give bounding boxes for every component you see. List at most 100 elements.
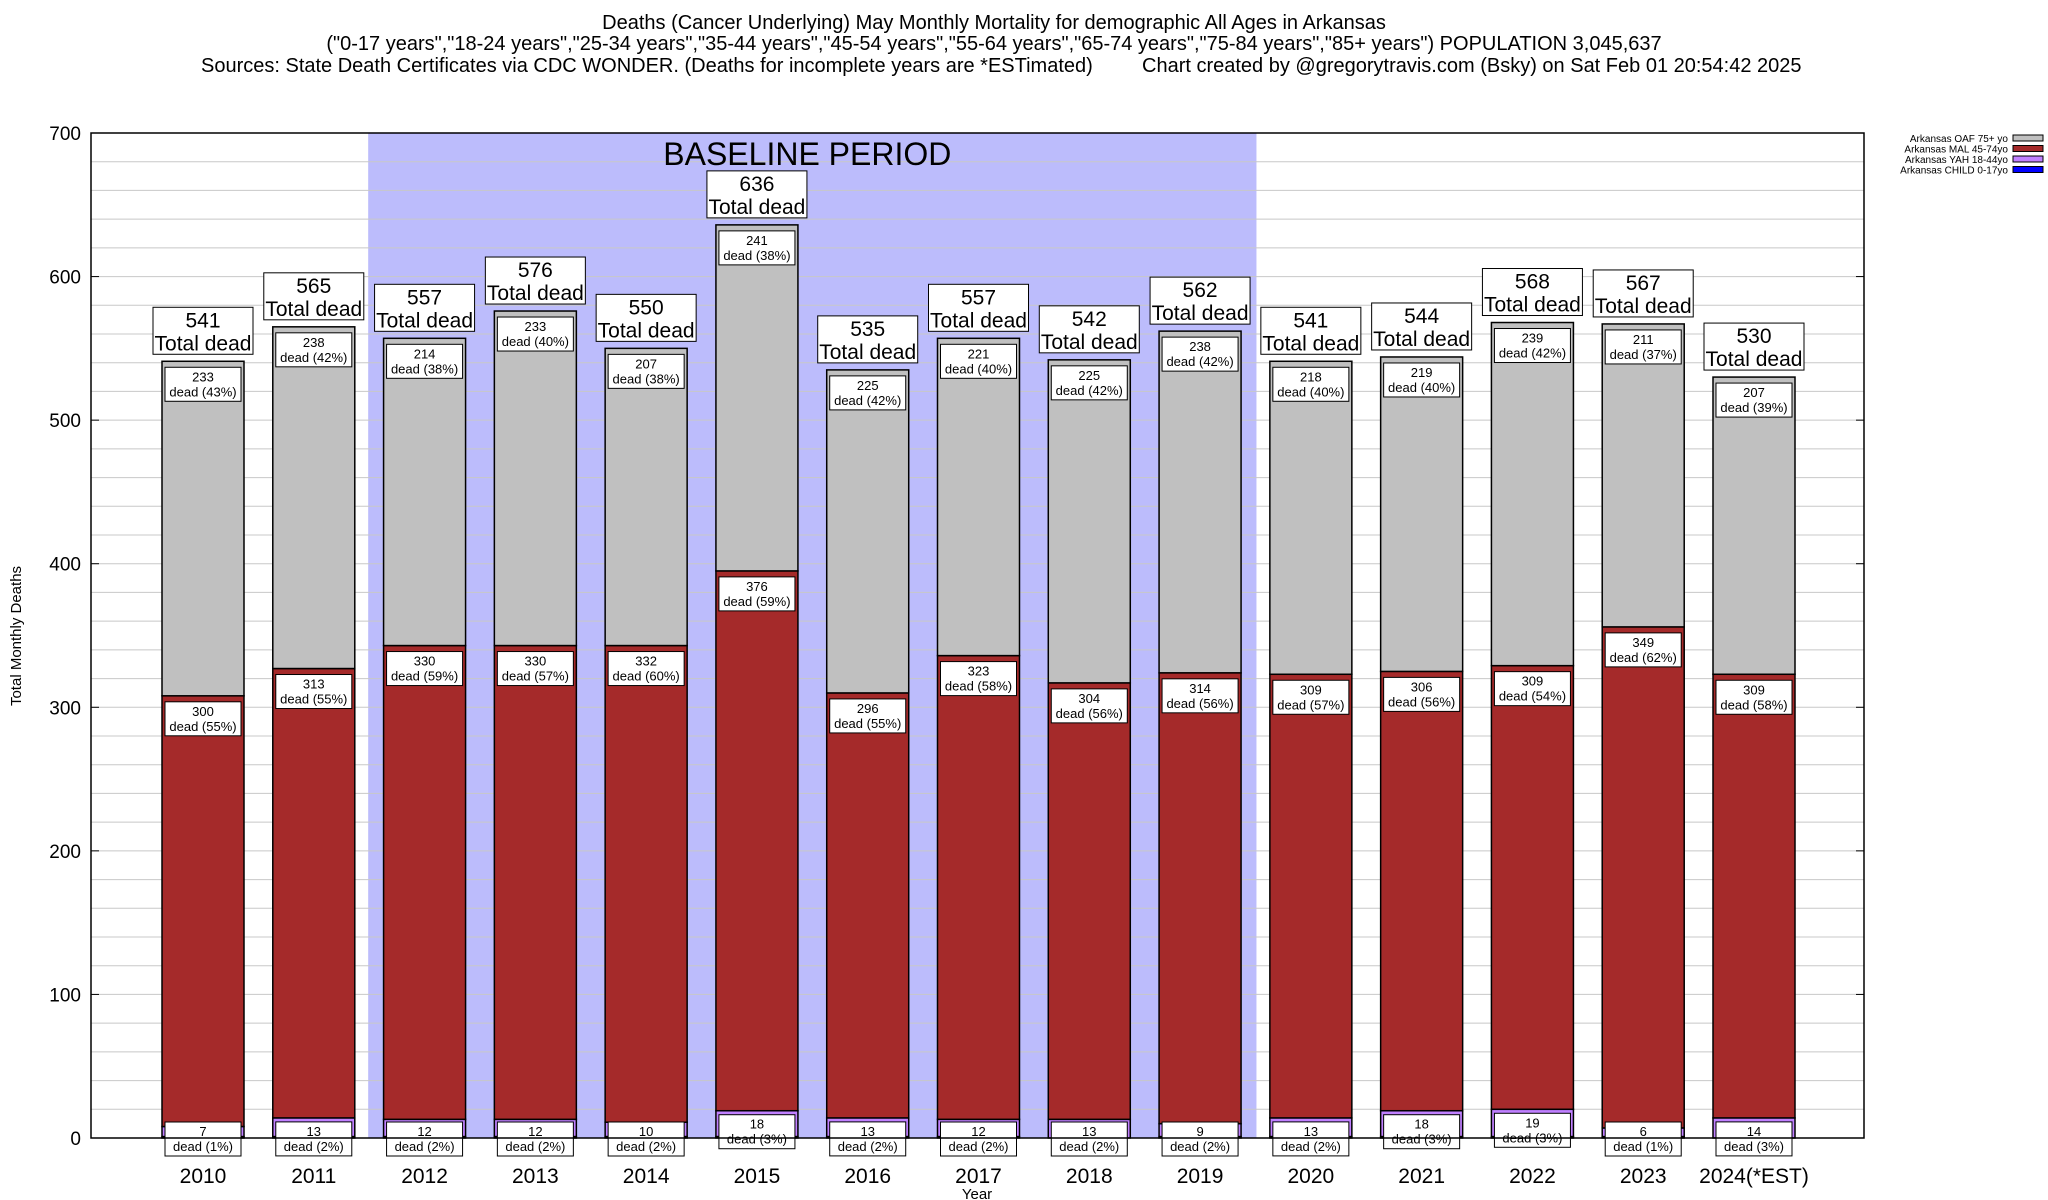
bar-segment-oaf [272,326,356,670]
oaf-label-value: 221 [968,346,990,361]
y-tick-label: 700 [49,124,81,145]
yah-label-value: 9 [1196,1124,1203,1139]
oaf-label-value: 207 [635,356,657,371]
yah-label-value: 13 [1304,1124,1318,1139]
total-value: 541 [185,309,220,332]
oaf-label-value: 238 [303,335,325,350]
bar-segment-mal [715,570,799,1112]
oaf-label-box [496,316,574,352]
mal-label-value: 313 [303,677,325,692]
mal-label-percent: dead (57%) [502,669,569,684]
y-tick-label: 100 [49,985,81,1006]
bar-segment-mal [272,667,356,1119]
yah-label-percent: dead (2%) [838,1139,898,1154]
oaf-label-value: 233 [525,319,547,334]
oaf-label-value: 219 [1411,365,1433,380]
mal-label-box [1272,679,1350,715]
mal-label-box [1715,679,1793,715]
mal-label-percent: dead (56%) [1056,706,1123,721]
mal-label-value: 300 [192,704,214,719]
total-value: 535 [850,318,885,341]
oaf-label-value: 225 [857,378,879,393]
total-value: 557 [961,286,996,309]
y-tick-label: 400 [49,555,81,576]
total-label-text: Total dead [155,332,252,355]
yah-label-percent: dead (2%) [1059,1139,1119,1154]
total-value: 576 [518,259,553,282]
y-tick-label: 200 [49,842,81,863]
chart-title: Deaths (Cancer Underlying) May Monthly M… [602,12,1386,34]
yah-label-box [1715,1121,1793,1157]
total-label-text: Total dead [819,341,916,364]
oaf-label-value: 241 [746,233,768,248]
total-value: 565 [296,275,331,298]
mal-label-percent: dead (56%) [1166,696,1233,711]
total-label-box [1260,306,1362,355]
oaf-label-box [829,375,907,411]
y-tick-label: 0 [70,1129,81,1150]
total-label-text: Total dead [598,319,695,342]
total-label-box [1371,302,1473,351]
bar-segment-oaf [161,360,245,697]
y-tick-label: 600 [49,268,81,289]
mal-label-box [1493,671,1571,707]
x-tick-label: 2019 [1177,1165,1224,1188]
legend-label: Arkansas OAF 75+ yo [1910,134,2009,145]
mal-label-value: 349 [1632,635,1654,650]
total-label-text: Total dead [1262,332,1359,355]
x-tick-label: 2023 [1620,1165,1667,1188]
oaf-label-box [1272,366,1350,402]
bar-segment-oaf [1712,376,1796,676]
oaf-label-value: 218 [1300,369,1322,384]
x-tick-label: 2016 [844,1165,891,1188]
bar-segment-mal [1158,672,1242,1125]
total-value: 530 [1736,325,1771,348]
oaf-label-percent: dead (38%) [723,248,790,263]
bar-segment-oaf [1269,360,1353,676]
legend-swatch [2012,145,2044,152]
yah-label-box [1161,1121,1239,1157]
oaf-label-value: 211 [1633,332,1654,347]
oaf-label-value: 207 [1743,385,1765,400]
total-value: 557 [407,286,442,309]
oaf-label-percent: dead (42%) [1499,346,1566,361]
oaf-label-box [164,366,242,402]
bar-segment-mal [936,654,1021,1121]
x-tick-label: 2012 [401,1165,448,1188]
yah-label-percent: dead (3%) [727,1132,787,1147]
total-value: 562 [1183,279,1218,302]
total-label-box [263,272,365,321]
total-label-text: Total dead [1041,331,1138,354]
yah-label-percent: dead (1%) [1613,1139,1673,1154]
bar-segment-mal [382,644,467,1121]
x-tick-label: 2017 [955,1165,1002,1188]
bar-segment-oaf [493,310,578,647]
total-value: 568 [1515,271,1550,294]
total-value: 567 [1626,272,1661,295]
yah-label-box [1050,1121,1128,1157]
y-axis-label: Total Monthly Deaths [8,566,25,706]
yah-label-value: 7 [199,1124,206,1139]
yah-label-percent: dead (3%) [1392,1132,1452,1147]
yah-label-box [1604,1121,1682,1157]
mal-label-box [1383,676,1461,712]
oaf-label-percent: dead (38%) [391,361,458,376]
oaf-label-box [1050,365,1128,401]
oaf-label-percent: dead (40%) [1277,384,1344,399]
total-value: 550 [629,296,664,319]
mal-label-percent: dead (55%) [834,716,901,731]
x-tick-label: 2021 [1398,1165,1445,1188]
bar-segment-mal [1379,670,1464,1112]
total-value: 636 [739,173,774,196]
yah-label-value: 10 [639,1124,653,1139]
bar-segment-mal [1269,673,1353,1119]
chart-subtitle: ("0-17 years","18-24 years","25-34 years… [326,33,1662,55]
oaf-label-box [275,332,353,368]
total-label-box [1592,269,1694,318]
total-value: 542 [1072,308,1107,331]
mal-label-box [386,651,464,687]
